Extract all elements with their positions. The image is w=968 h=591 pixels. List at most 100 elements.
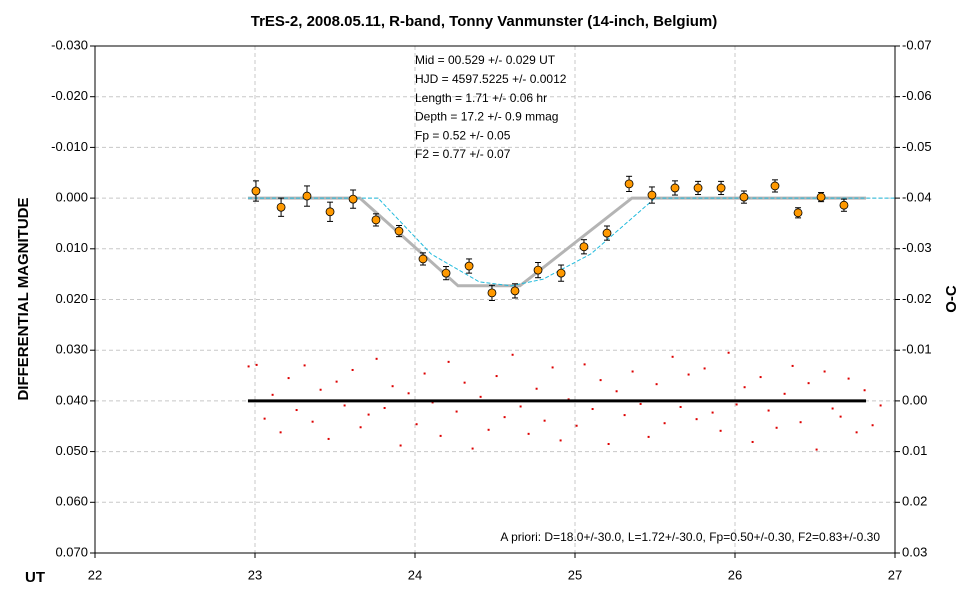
residual-dot <box>559 439 562 442</box>
residual-dot <box>607 442 610 445</box>
residual-dot <box>535 387 538 390</box>
residual-dot <box>711 411 714 414</box>
data-point <box>624 179 634 189</box>
data-point <box>348 194 358 204</box>
y2-tick-label: -0.03 <box>902 240 932 255</box>
residual-dot <box>807 382 810 385</box>
residual-dot <box>847 377 850 380</box>
residual-dot <box>799 421 802 424</box>
residual-dot <box>871 424 874 427</box>
y2-tick-label: -0.04 <box>902 190 932 205</box>
residual-dot <box>551 366 554 369</box>
annotation: Length = 1.71 +/- 0.06 hr <box>415 91 547 105</box>
residual-dot <box>759 376 762 379</box>
residual-dot <box>375 357 378 360</box>
y2-tick-label: -0.05 <box>902 139 932 154</box>
annotation: Fp = 0.52 +/- 0.05 <box>415 128 511 142</box>
residual-dot <box>391 385 394 388</box>
residual-dot <box>631 370 634 373</box>
residual-dot <box>471 447 474 450</box>
y-tick-label: 0.070 <box>55 544 88 559</box>
y-tick-label: -0.020 <box>51 88 88 103</box>
data-point <box>276 202 286 212</box>
residual-dot <box>775 426 778 429</box>
data-point <box>441 268 451 278</box>
residual-dot <box>623 414 626 417</box>
y-tick-label: 0.040 <box>55 392 88 407</box>
footnote: A priori: D=18.0+/-30.0, L=1.72+/-30.0, … <box>500 530 880 544</box>
residual-dot <box>831 407 834 410</box>
data-point <box>693 183 703 193</box>
residual-dot <box>479 395 482 398</box>
residual-dot <box>863 389 866 392</box>
model-line <box>247 197 895 287</box>
x-tick-label: 26 <box>728 567 742 582</box>
data-point <box>602 228 612 238</box>
residual-dot <box>343 404 346 407</box>
x-axis-label: UT <box>25 569 45 586</box>
residual-dot <box>335 380 338 383</box>
x-tick-label: 22 <box>88 567 102 582</box>
data-point <box>371 215 381 225</box>
data-point <box>251 186 261 196</box>
y-tick-label: -0.030 <box>51 37 88 52</box>
y-axis-label: DIFFERENTIAL MAGNITUDE <box>15 197 32 400</box>
residual-dot <box>447 360 450 363</box>
data-point <box>394 226 404 236</box>
y2-tick-label: -0.02 <box>902 291 932 306</box>
annotation: Mid = 00.529 +/- 0.029 UT <box>415 53 556 67</box>
residual-dot <box>815 448 818 451</box>
plot-frame <box>94 45 896 554</box>
residual-dot <box>311 420 314 423</box>
residual-dot <box>367 413 370 416</box>
data-point <box>418 254 428 264</box>
residual-dot <box>791 364 794 367</box>
annotation: F2 = 0.77 +/- 0.07 <box>415 147 511 161</box>
residual-dot <box>727 351 730 354</box>
residual-dot <box>383 406 386 409</box>
residual-dot <box>295 409 298 412</box>
residual-dot <box>407 392 410 395</box>
y2-tick-label: 0.01 <box>902 443 927 458</box>
data-point <box>464 261 474 271</box>
residual-dot <box>671 355 674 358</box>
residual-dot <box>543 419 546 422</box>
residual-dot <box>319 388 322 391</box>
residual-dot <box>575 424 578 427</box>
residual-dot <box>639 402 642 405</box>
data-point <box>579 242 589 252</box>
residual-dot <box>399 444 402 447</box>
y2-tick-label: 0.02 <box>902 494 927 509</box>
data-point <box>533 265 543 275</box>
data-point <box>716 183 726 193</box>
residual-dot <box>823 370 826 373</box>
chart-title: TrES-2, 2008.05.11, R-band, Tonny Vanmun… <box>251 13 718 30</box>
residual-dot <box>687 373 690 376</box>
y2-tick-label: 0.03 <box>902 544 927 559</box>
residual-dot <box>695 418 698 421</box>
residual-dot <box>599 379 602 382</box>
residual-dot <box>255 363 258 366</box>
residual-dot <box>279 431 282 434</box>
residual-dot <box>839 415 842 418</box>
y-tick-label: 0.020 <box>55 291 88 306</box>
residual-dot <box>655 383 658 386</box>
residual-dot <box>423 372 426 375</box>
residual-dot <box>271 393 274 396</box>
data-point <box>510 286 520 296</box>
residual-dot <box>719 429 722 432</box>
y2-tick-label: -0.07 <box>902 37 932 52</box>
residual-dot <box>767 409 770 412</box>
x-tick-label: 27 <box>888 567 902 582</box>
residual-dot <box>527 432 530 435</box>
residual-dot <box>495 375 498 378</box>
residual-dot <box>487 428 490 431</box>
residual-dot <box>855 431 858 434</box>
residual-dot <box>735 403 738 406</box>
data-point <box>670 183 680 193</box>
residual-dot <box>431 401 434 404</box>
residual-dot <box>647 435 650 438</box>
residual-dot <box>879 404 882 407</box>
residual-dot <box>783 392 786 395</box>
